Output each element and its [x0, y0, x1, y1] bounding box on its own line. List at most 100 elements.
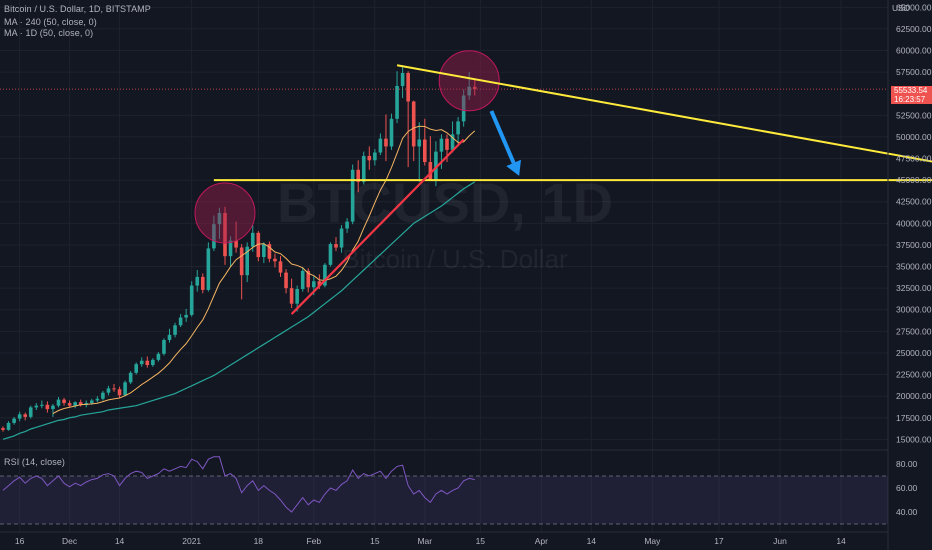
candle [334, 237, 338, 251]
candle [189, 281, 194, 317]
candle-body [189, 285, 194, 315]
down-arrow-shaft[interactable] [489, 110, 516, 164]
candle [245, 242, 249, 283]
candle-body [300, 270, 305, 290]
candle-body [250, 232, 255, 247]
candle [223, 206, 227, 265]
candle-body [350, 169, 355, 222]
candle-body [456, 121, 460, 135]
candle [284, 269, 288, 294]
time-tick-label: Dec [62, 536, 78, 546]
price-axis[interactable]: 65000.00 62500.00 60000.00 57500.00 52500.00… [896, 2, 932, 517]
moving-averages-layer [2, 125, 476, 440]
watermark-ticker: BTCUSD, 1D [277, 171, 613, 234]
candle [345, 218, 349, 233]
candle-body [23, 414, 27, 417]
candle [339, 225, 344, 253]
price-tick-label: 22500.00 [896, 370, 932, 380]
candle [123, 380, 127, 397]
candle [367, 146, 372, 170]
time-tick-label: Jun [773, 536, 787, 546]
candle-body [400, 72, 405, 86]
last-price: 55533.54 [894, 86, 928, 95]
candle [206, 242, 211, 292]
candle-body [234, 240, 238, 248]
candle [51, 403, 55, 417]
candle [273, 253, 277, 268]
rsi-tick-label: 80.00 [896, 459, 918, 469]
candle-body [223, 212, 227, 257]
candle [101, 390, 105, 401]
candle-body [262, 244, 266, 258]
time-tick-label: 15 [476, 536, 486, 546]
candle [461, 89, 466, 127]
candle-body [450, 134, 455, 150]
candle-body [389, 118, 394, 147]
candle [195, 270, 200, 292]
grid-lines [0, 0, 888, 532]
candle-body [461, 95, 466, 122]
candles-layer [1, 65, 477, 432]
highlight-circle[interactable] [438, 50, 500, 112]
rsi-band-fill [0, 476, 888, 524]
candle [306, 268, 311, 293]
ma-240-legend[interactable]: MA · 240 (50, close, 0) [4, 17, 97, 27]
candle-body [73, 402, 77, 406]
candle [262, 242, 266, 264]
ma-1d-legend[interactable]: MA · 1D (50, close, 0) [4, 28, 94, 38]
rsi-legend[interactable]: RSI (14, close) [4, 457, 66, 467]
candle [95, 396, 100, 403]
resistance-trendline[interactable] [396, 64, 932, 180]
candle-body [245, 246, 249, 276]
candle-body [289, 288, 294, 304]
highlight-circle[interactable] [194, 182, 256, 244]
candle-body [90, 400, 94, 404]
candle-body [151, 359, 155, 366]
price-tick-label: 50000.00 [896, 132, 932, 142]
candle-body [217, 212, 222, 225]
candle-body [145, 360, 150, 366]
candle [139, 357, 144, 367]
symbol-legend[interactable]: Bitcoin / U.S. Dollar, 1D, BITSTAMP [4, 4, 151, 14]
candle-body [295, 289, 299, 304]
candle [151, 358, 155, 367]
price-tick-label: 37500.00 [896, 240, 932, 250]
candle [167, 328, 172, 343]
price-tick-label: 30000.00 [896, 305, 932, 315]
candle-body [201, 276, 205, 290]
candle-body [178, 317, 183, 326]
candle [156, 352, 161, 362]
time-axis[interactable]: 16 Dec 14 2021 18 Feb 15 Mar 15 Apr 14 May 17 Jun 14 [15, 536, 846, 546]
candle-body [434, 151, 438, 180]
rsi-line [2, 456, 475, 513]
candle-body [6, 422, 11, 430]
rising-support-trendline[interactable] [290, 138, 465, 315]
candle-body [45, 404, 50, 410]
candle-body [239, 247, 244, 276]
candle-body [445, 138, 449, 150]
candle-body [306, 270, 311, 288]
candle-body [472, 86, 477, 90]
down-arrow-head[interactable] [506, 159, 521, 176]
price-tick-label: 42500.00 [896, 197, 932, 207]
candle-body [51, 405, 55, 410]
candle-body [395, 85, 399, 119]
candle-body [406, 72, 410, 102]
candle [289, 278, 294, 309]
ma-slow-line [2, 181, 476, 440]
candle-body [67, 403, 72, 406]
candle [1, 426, 5, 432]
candle-body [278, 261, 283, 273]
price-tick-label: 20000.00 [896, 391, 932, 401]
candle-body [184, 314, 188, 318]
candle-body [284, 272, 288, 289]
price-tick-label: 17500.00 [896, 413, 932, 423]
candle [406, 71, 410, 168]
candle-body [423, 139, 427, 162]
candle-body [112, 388, 116, 390]
candle-body [56, 399, 61, 406]
candle [467, 72, 471, 100]
candle [40, 400, 44, 409]
candle [384, 114, 388, 162]
